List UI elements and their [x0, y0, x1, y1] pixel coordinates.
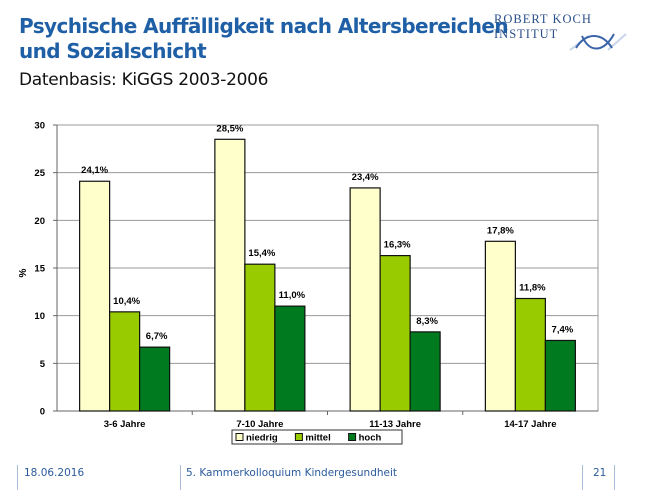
bar-hoch — [274, 305, 306, 412]
footer-divider — [180, 465, 181, 490]
bar-mittel — [514, 297, 546, 412]
bars — [79, 138, 576, 412]
data-label: 15,4% — [248, 248, 275, 259]
x-category-label: 3-6 Jahre — [104, 419, 146, 430]
bar-chart: 0 5 10 15 20 25 30 24,1% 10,4% 6,7% 28,5% 15,4% 11,… — [18, 121, 599, 445]
data-label: 17,8% — [487, 225, 514, 236]
footer-divider — [614, 465, 615, 490]
bar-niedrig — [79, 180, 111, 412]
bar-niedrig — [484, 240, 516, 412]
legend-swatch-mittel — [294, 433, 303, 441]
data-label: 11,0% — [279, 290, 306, 301]
data-label: 16,3% — [384, 240, 411, 251]
legend-label-mittel: mittel — [305, 433, 330, 444]
y-tick-label: 0 — [40, 407, 45, 418]
data-label: 11,8% — [519, 283, 546, 294]
title-line-2: und Sozialschicht — [19, 39, 207, 63]
data-labels: 24,1% 10,4% 6,7% 28,5% 15,4% 11,0% 23,4% 16,3% 8… — [81, 123, 574, 342]
data-label: 8,3% — [416, 316, 438, 327]
footer-date: 18.06.2016 — [24, 467, 85, 479]
rki-fish-logo-icon — [569, 33, 627, 51]
bar-niedrig — [214, 138, 246, 412]
legend-swatch-niedrig — [235, 433, 244, 441]
y-tick-label: 5 — [40, 359, 46, 370]
x-axis-categories: 3-6 Jahre 7-10 Jahre 11-13 Jahre 14-17 Jahr… — [104, 411, 557, 430]
data-label: 6,7% — [146, 331, 168, 342]
bar-mittel — [379, 255, 411, 412]
footer-divider — [17, 465, 18, 490]
data-label: 23,4% — [352, 172, 379, 183]
y-tick-label: 15 — [34, 264, 45, 275]
bar-mittel — [244, 263, 276, 412]
bar-mittel — [109, 311, 141, 412]
title-line-1: Psychische Auffälligkeit nach Altersbere… — [19, 14, 509, 38]
x-category-label: 7-10 Jahre — [236, 419, 283, 430]
data-label: 7,4% — [552, 324, 574, 335]
slide-title: Psychische Auffälligkeit nach Altersbere… — [19, 14, 509, 64]
x-category-label: 14-17 Jahre — [504, 419, 556, 430]
logo-text: ROBERT KOCH INSTITUT — [494, 12, 592, 41]
legend-label-hoch: hoch — [359, 433, 382, 444]
data-label: 10,4% — [113, 296, 140, 307]
y-tick-label: 10 — [34, 311, 45, 322]
legend: niedrig mittel hoch — [231, 429, 403, 445]
y-tick-label: 25 — [34, 168, 45, 179]
bar-hoch — [139, 346, 171, 412]
data-label: 28,5% — [216, 123, 243, 134]
legend-box — [231, 429, 403, 445]
footer-page-number: 21 — [593, 467, 607, 479]
bar-hoch — [544, 339, 576, 412]
data-label: 24,1% — [81, 165, 108, 176]
footer-event: 5. Kammerkolloquium Kindergesundheit — [186, 467, 398, 479]
y-axis-label: % — [18, 268, 29, 277]
bar-hoch — [409, 331, 441, 412]
y-tick-label: 30 — [34, 121, 45, 132]
x-category-label: 11-13 Jahre — [369, 419, 421, 430]
bar-niedrig — [349, 187, 381, 412]
legend-label-niedrig: niedrig — [246, 433, 278, 444]
slide-subtitle: Datenbasis: KiGGS 2003-2006 — [19, 70, 269, 90]
legend-swatch-hoch — [348, 433, 357, 441]
footer-divider — [582, 465, 583, 490]
y-tick-label: 20 — [34, 216, 45, 227]
